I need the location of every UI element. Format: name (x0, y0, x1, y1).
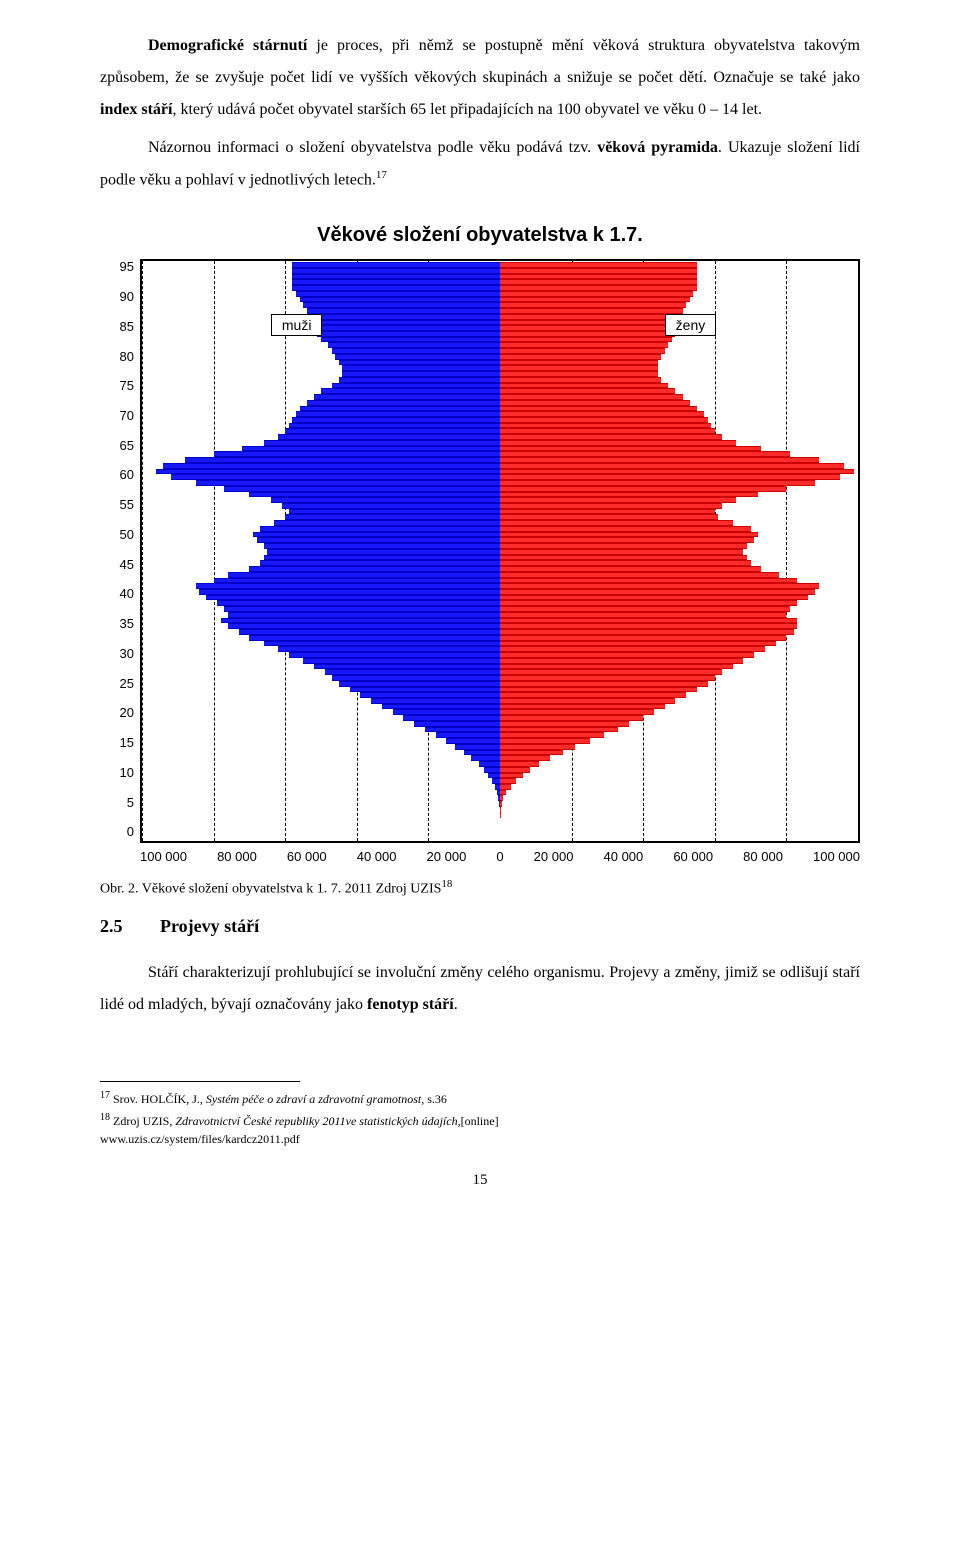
footnote-17-b: Systém péče o zdraví a zdravotní gramotn… (206, 1092, 427, 1106)
caption-text: Obr. 2. Věkové složení obyvatelstva k 1.… (100, 882, 441, 897)
y-tick-label: 50 (100, 527, 134, 542)
legend-female: ženy (665, 314, 717, 336)
y-tick-label: 65 (100, 438, 134, 453)
footnote-18-b: Zdravotnictví České republiky 2011ve sta… (175, 1114, 460, 1128)
footnote-ref-17: 17 (376, 169, 387, 181)
y-tick-label: 45 (100, 557, 134, 572)
footnote-17-num: 17 (100, 1090, 110, 1101)
x-tick-label: 40 000 (604, 849, 644, 864)
footnote-list: 17 Srov. HOLČÍK, J., Systém péče o zdrav… (100, 1088, 860, 1148)
chart-title: Věkové složení obyvatelstva k 1.7. (100, 224, 860, 247)
y-tick-label: 80 (100, 349, 134, 364)
footnote-17-c: s.36 (427, 1092, 447, 1106)
x-tick-label: 0 (496, 849, 503, 864)
x-tick-label: 20 000 (534, 849, 574, 864)
population-pyramid-chart: Věkové složení obyvatelstva k 1.7. 95 90 8… (100, 224, 860, 864)
term-fenotyp-stari: fenotyp stáří (367, 996, 454, 1013)
p2-text-a: Názornou informaci o složení obyvatelstv… (148, 139, 597, 156)
y-tick-label: 60 (100, 467, 134, 482)
term-vekova-pyramida: věková pyramida (597, 139, 718, 156)
footnote-rule (100, 1081, 300, 1082)
y-tick-label: 15 (100, 735, 134, 750)
footnote-18-num: 18 (100, 1112, 110, 1123)
footnote-18: 18 Zdroj UZIS, Zdravotnictví České repub… (100, 1110, 860, 1148)
y-tick-label: 25 (100, 676, 134, 691)
y-tick-label: 90 (100, 289, 134, 304)
y-tick-label: 40 (100, 586, 134, 601)
grid-line (858, 261, 859, 841)
chart-frame: 95908580757065605550454035302520151050 m… (100, 259, 860, 864)
footnote-ref-18: 18 (441, 878, 452, 890)
x-axis-labels: 100 000 80 000 60 000 40 000 20 000 0 20 000 40… (140, 849, 860, 864)
term-index-stari: index stáří (100, 101, 172, 118)
p1-text-d: , který udává počet obyvatel starších 65… (172, 101, 762, 118)
footnote-18-d: www.uzis.cz/system/files/kardcz2011.pdf (100, 1132, 300, 1146)
footnote-17: 17 Srov. HOLČÍK, J., Systém péče o zdrav… (100, 1088, 860, 1108)
y-tick-label: 75 (100, 378, 134, 393)
y-tick-label: 30 (100, 646, 134, 661)
legend-male: muži (271, 314, 323, 336)
page-number: 15 (100, 1172, 860, 1189)
section-heading: 2.5Projevy stáří (100, 916, 860, 937)
x-tick-label: 80 000 (743, 849, 783, 864)
footnote-18-c: [online] (461, 1114, 499, 1128)
y-tick-label: 5 (100, 795, 134, 810)
page: Demografické stárnutí je proces, při něm… (0, 0, 960, 1229)
y-tick-label: 35 (100, 616, 134, 631)
y-tick-label: 95 (100, 259, 134, 274)
p3-text-c: . (454, 996, 458, 1013)
paragraph-2: Názornou informaci o složení obyvatelstv… (100, 132, 860, 196)
age-row (142, 836, 858, 842)
paragraph-3: Stáří charakterizují prohlubující se inv… (100, 957, 860, 1021)
x-tick-label: 80 000 (217, 849, 257, 864)
x-tick-label: 60 000 (673, 849, 713, 864)
term-demographic-aging: Demografické stárnutí (148, 37, 307, 54)
footnote-17-a: Srov. HOLČÍK, J., (110, 1092, 206, 1106)
y-tick-label: 70 (100, 408, 134, 423)
bars-container (142, 261, 858, 841)
x-tick-label: 60 000 (287, 849, 327, 864)
x-tick-label: 20 000 (427, 849, 467, 864)
paragraph-1: Demografické stárnutí je proces, při něm… (100, 30, 860, 126)
x-tick-label: 100 000 (140, 849, 187, 864)
x-tick-label: 40 000 (357, 849, 397, 864)
x-tick-label: 100 000 (813, 849, 860, 864)
plot-area: muži ženy (140, 259, 860, 843)
p3-text-a: Stáří charakterizují prohlubující se inv… (100, 964, 860, 1013)
y-tick-label: 85 (100, 319, 134, 334)
y-tick-label: 10 (100, 765, 134, 780)
y-tick-label: 20 (100, 705, 134, 720)
y-axis-labels: 95908580757065605550454035302520151050 (100, 259, 140, 839)
figure-caption: Obr. 2. Věkové složení obyvatelstva k 1.… (100, 878, 860, 898)
footnote-18-a: Zdroj UZIS, (110, 1114, 175, 1128)
section-number: 2.5 (100, 916, 160, 937)
section-title: Projevy stáří (160, 916, 259, 936)
y-tick-label: 55 (100, 497, 134, 512)
y-tick-label: 0 (100, 824, 134, 839)
